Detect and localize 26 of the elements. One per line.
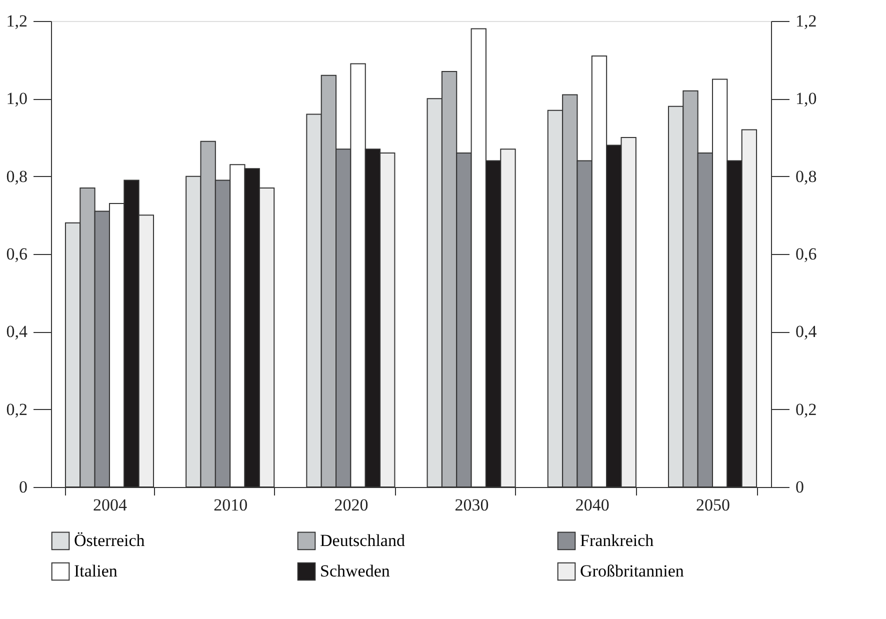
y-tick-label: 0,8 [6, 166, 28, 186]
legend-label: Italien [74, 562, 118, 580]
x-tick-label: 2004 [92, 496, 128, 514]
y2-tick-label: 1,2 [796, 12, 817, 30]
legend-label: Schweden [320, 562, 390, 580]
y2-tick-label: 0,2 [796, 400, 817, 419]
y-tick-label: 0,2 [6, 400, 28, 419]
legend-label: Österreich [74, 530, 146, 550]
legend-label: Großbritannien [580, 562, 684, 580]
x-tick-label: 2020 [334, 496, 368, 514]
x-tick-label: 2010 [214, 496, 248, 514]
y-tick-label: 1,0 [6, 89, 28, 108]
x-tick-label: 2030 [454, 496, 489, 514]
y-tick-label: 0 [19, 478, 28, 496]
y-tick-label: 0,4 [6, 322, 28, 342]
x-tick-label: 2050 [696, 496, 730, 514]
y2-tick-label: 1,0 [796, 89, 817, 108]
y2-tick-label: 0,4 [796, 322, 818, 342]
legend-label: Frankreich [580, 530, 654, 550]
x-tick-label: 2040 [575, 496, 610, 514]
y2-tick-label: 0 [796, 478, 804, 496]
y-tick-label: 1,2 [6, 12, 28, 30]
y2-tick-label: 0,6 [796, 244, 817, 264]
legend-label: Deutschland [320, 530, 406, 550]
y-tick-label: 0,6 [6, 244, 28, 264]
y2-tick-label: 0,8 [796, 166, 817, 186]
